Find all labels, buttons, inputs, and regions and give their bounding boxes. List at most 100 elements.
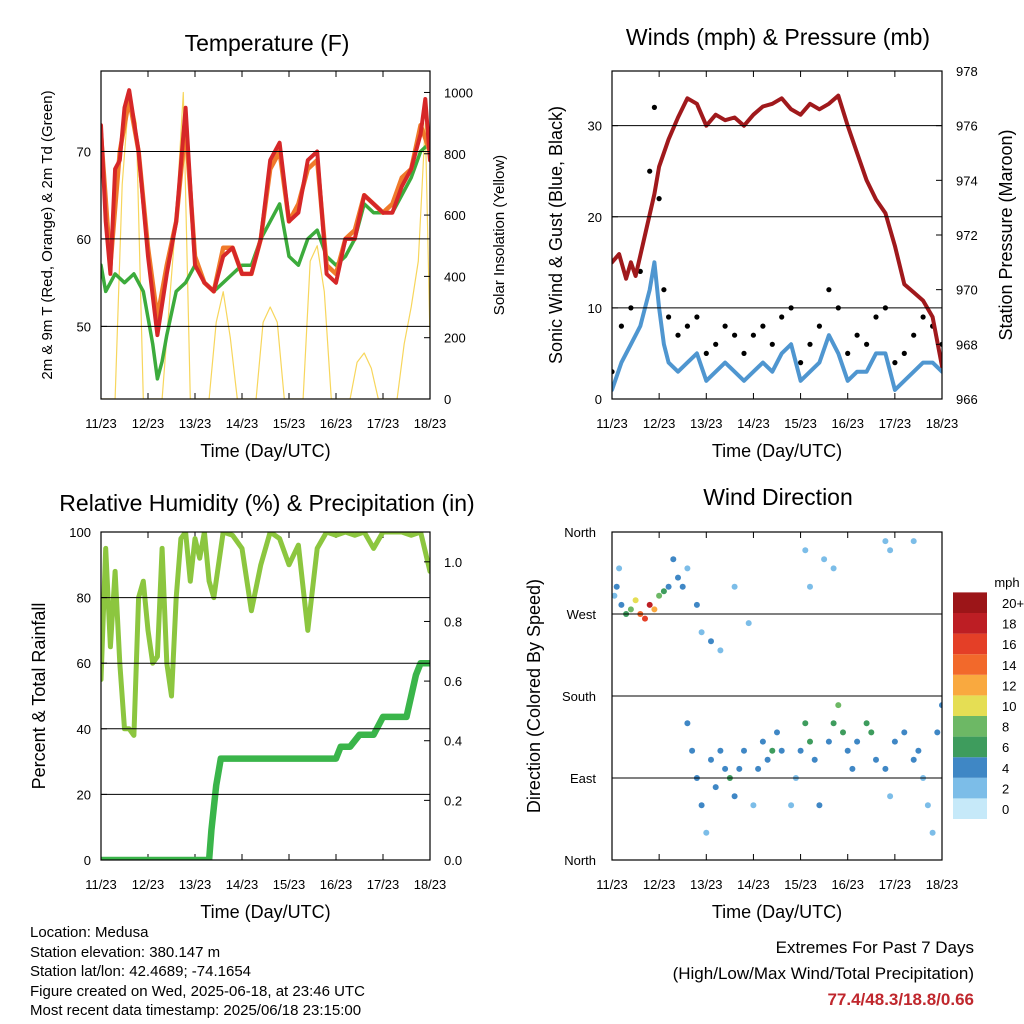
extremes-subtitle: (High/Low/Max Wind/Total Precipitation) xyxy=(672,964,974,983)
wind-direction-point xyxy=(717,647,724,654)
wind-direction-point xyxy=(693,601,700,608)
panel-title: Wind Direction xyxy=(703,484,853,510)
gust-point xyxy=(779,314,785,320)
y-tick-label: 60 xyxy=(77,232,91,247)
wind-direction-point xyxy=(679,583,686,590)
plot-frame xyxy=(611,531,943,861)
wind-direction-point xyxy=(825,738,832,745)
y-tick-label: 10 xyxy=(588,301,602,316)
wind-direction-point xyxy=(873,756,879,763)
y2-tick-label: 400 xyxy=(444,269,466,284)
wind-direction-point xyxy=(717,747,724,754)
wind-direction-point xyxy=(939,702,942,709)
plot-frame xyxy=(100,531,431,861)
x-tick-label: 16/23 xyxy=(320,416,353,431)
x-tick-label: 14/23 xyxy=(226,416,259,431)
y2-tick-label: 974 xyxy=(956,173,978,188)
gust-point xyxy=(798,360,804,366)
x-tick-label: 13/23 xyxy=(179,416,212,431)
wind-direction-point xyxy=(712,784,719,791)
x-tick-label: 13/23 xyxy=(690,416,723,431)
y-tick-label: 0 xyxy=(84,853,91,868)
gust-point xyxy=(807,341,813,347)
colorbar-label: 10 xyxy=(1002,699,1016,714)
y-tick-label: 20 xyxy=(588,210,602,225)
x-tick-label: 14/23 xyxy=(737,416,770,431)
station-info: Location: Medusa Station elevation: 380.… xyxy=(30,923,365,1021)
y-tick-label: 20 xyxy=(77,787,91,802)
gust-point xyxy=(901,350,907,356)
wind-direction-point xyxy=(910,756,917,763)
x-tick-label: 11/23 xyxy=(85,877,117,892)
gust-point xyxy=(892,360,898,366)
colorbar-swatch xyxy=(953,736,987,758)
wind-direction-point xyxy=(835,702,842,709)
y-tick-label: East xyxy=(570,771,596,786)
location-text: Location: Medusa xyxy=(30,924,149,941)
x-tick-label: 16/23 xyxy=(320,877,353,892)
colorbar-swatch xyxy=(953,613,987,634)
wind-direction-point xyxy=(887,547,894,554)
wind-direction-point xyxy=(807,583,813,590)
colorbar-swatch xyxy=(953,757,987,778)
y2-tick-label: 1.0 xyxy=(444,555,462,570)
y2-tick-label: 978 xyxy=(956,64,978,79)
wind-direction-point xyxy=(703,829,710,836)
gust-point xyxy=(769,341,775,347)
gust-point xyxy=(694,314,700,320)
wind-direction-point xyxy=(887,793,894,800)
wind-direction-point xyxy=(807,738,813,745)
wind-direction-point xyxy=(854,738,861,745)
x-axis-label: Time (Day/UTC) xyxy=(200,902,330,922)
y2-axis-label: Solar Insolation (Yellow) xyxy=(491,155,508,315)
y-tick-label: West xyxy=(567,607,597,622)
wind-direction-point xyxy=(632,597,639,604)
x-tick-label: 16/23 xyxy=(831,877,864,892)
panel-title: Winds (mph) & Pressure (mb) xyxy=(626,24,930,50)
plot-area xyxy=(612,93,942,392)
y-tick-label: 70 xyxy=(77,144,91,159)
colorbar-swatch xyxy=(953,674,987,696)
wind-direction-point xyxy=(612,592,618,599)
wind-direction-point xyxy=(660,588,667,595)
wind-direction-point xyxy=(708,638,714,645)
y2-tick-label: 1000 xyxy=(444,85,473,100)
y-tick-label: 100 xyxy=(69,525,91,540)
wind-direction-point xyxy=(627,606,634,613)
gust-point xyxy=(713,341,719,347)
gust-point xyxy=(651,104,658,110)
gust-point xyxy=(760,323,766,329)
wind-direction-point xyxy=(821,556,828,563)
gust-point xyxy=(750,332,757,338)
panel-title: Relative Humidity (%) & Precipitation (i… xyxy=(59,490,474,516)
wind-direction-point xyxy=(924,802,931,809)
y-tick-label: North xyxy=(564,853,596,868)
series-line xyxy=(101,88,430,338)
extremes-title: Extremes For Past 7 Days xyxy=(775,938,974,957)
x-tick-label: 12/23 xyxy=(132,416,165,431)
y2-tick-label: 972 xyxy=(956,228,978,243)
gust-point xyxy=(845,350,851,356)
gust-point xyxy=(684,323,691,329)
wind-direction-point xyxy=(882,538,889,545)
y-tick-label: 0 xyxy=(595,392,602,407)
y2-tick-label: 0.0 xyxy=(444,853,462,868)
wind-direction-point xyxy=(788,802,795,809)
y2-tick-label: 0 xyxy=(444,392,451,407)
y2-tick-label: 600 xyxy=(444,208,466,223)
x-tick-label: 13/23 xyxy=(690,877,723,892)
wind-direction-point xyxy=(929,829,936,836)
x-tick-label: 17/23 xyxy=(367,877,400,892)
y-axis-label: Direction (Colored By Speed) xyxy=(524,579,544,813)
created-text: Figure created on Wed, 2025-06-18, at 23… xyxy=(30,982,365,1000)
extremes-box: Extremes For Past 7 Days (High/Low/Max W… xyxy=(673,935,974,1013)
colorbar-label: 8 xyxy=(1002,720,1009,735)
colorbar-swatch xyxy=(953,695,987,716)
x-tick-label: 12/23 xyxy=(643,877,676,892)
x-tick-label: 15/23 xyxy=(273,877,306,892)
x-axis-label: Time (Day/UTC) xyxy=(712,902,842,922)
gust-point xyxy=(854,332,860,338)
wind-direction-point xyxy=(840,729,846,736)
y-tick-label: 30 xyxy=(588,119,602,134)
colorbar-label: 12 xyxy=(1002,678,1016,693)
